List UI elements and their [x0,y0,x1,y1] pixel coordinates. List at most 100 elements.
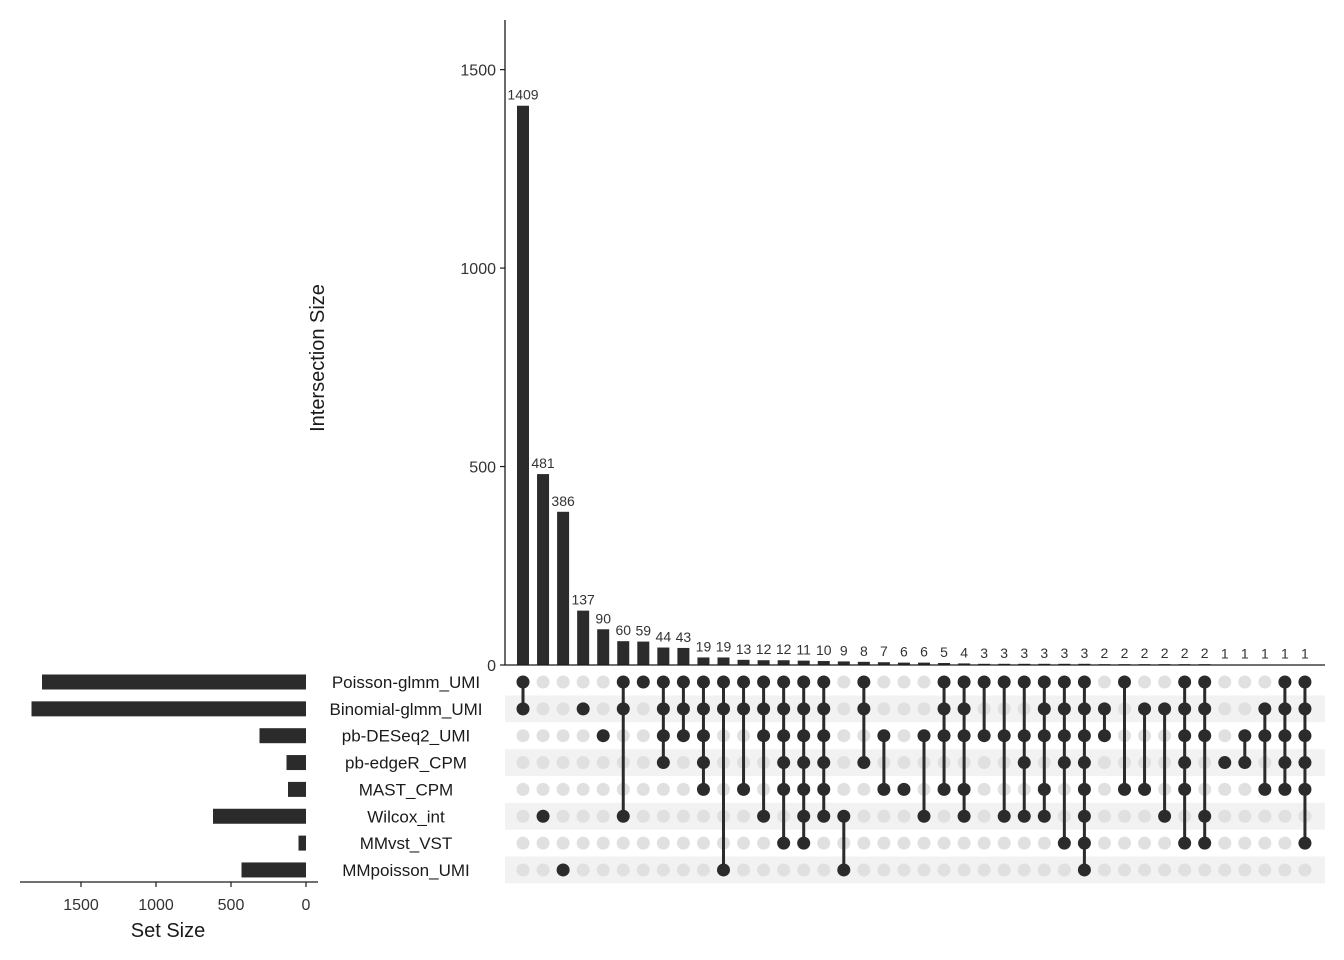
matrix-dot-inactive [656,809,670,823]
matrix-dot-active [817,809,831,823]
matrix-dot-active [656,702,670,716]
matrix-dot-active [1198,729,1212,743]
matrix-dot-active [1278,782,1292,796]
matrix-dot-active [1198,675,1212,689]
matrix-dot-active [1138,782,1152,796]
matrix-dot-active [817,675,831,689]
matrix-dot-inactive [1278,863,1292,877]
intersection-bar-label: 59 [636,623,652,639]
matrix-dot-inactive [1198,863,1212,877]
matrix-dot-inactive [616,836,630,850]
set-axis-tick-label: 1000 [138,897,174,914]
intersection-bar [757,660,770,665]
set-size-bar [298,835,306,851]
matrix-dot-inactive [516,863,530,877]
intersection-bar-label: 386 [551,493,575,509]
matrix-dot-inactive [977,756,991,770]
matrix-dot-inactive [1138,863,1152,877]
matrix-dot-inactive [1118,809,1131,823]
matrix-dot-inactive [556,836,570,850]
matrix-dot-inactive [877,702,891,716]
matrix-dot-inactive [957,863,971,877]
intersection-bar [857,661,870,665]
matrix-dot-active [656,729,670,743]
matrix-dot-active [917,809,931,823]
matrix-dot-inactive [857,836,871,850]
matrix-dot-inactive [536,756,550,770]
matrix-dot-inactive [636,782,650,796]
matrix-dot-inactive [636,809,650,823]
intersection-bar [777,660,790,665]
matrix-dot-active [1037,809,1051,823]
intersection-bar-label: 1 [1221,646,1229,662]
matrix-dot-inactive [556,756,570,770]
intersection-bar-label: 1 [1261,646,1269,662]
set-name-label: MMpoisson_UMI [342,861,470,880]
matrix-dot-inactive [556,809,570,823]
matrix-dot-active [696,782,710,796]
matrix-dot-active [536,809,550,823]
matrix-dot-active [676,729,690,743]
matrix-dot-inactive [516,756,530,770]
intersection-bar [918,662,930,665]
matrix-dot-active [1077,782,1091,796]
intersection-bar-label: 90 [595,610,611,626]
matrix-dot-active [997,809,1011,823]
y-tick-label: 500 [469,460,496,477]
intersection-bar [657,647,670,665]
matrix-dot-inactive [877,836,891,850]
matrix-dot-active [516,675,530,689]
matrix-dot-inactive [1097,836,1111,850]
matrix-dot-active [737,782,751,796]
intersection-bar-label: 19 [696,638,712,654]
matrix-dot-active [937,782,951,796]
set-axis-tick-label: 0 [302,897,311,914]
matrix-dot-inactive [917,675,931,689]
matrix-dot-active [576,702,590,716]
set-name-label: MMvst_VST [360,834,453,853]
intersection-bar [677,647,690,665]
matrix-dot-active [1198,702,1212,716]
matrix-dot-active [1178,836,1192,850]
intersection-bar-label: 1409 [507,87,538,103]
matrix-dot-active [676,675,690,689]
intersection-bar [837,661,850,665]
set-name-label: Binomial-glmm_UMI [329,700,482,719]
matrix-dot-inactive [797,863,811,877]
matrix-dot-active [797,809,811,823]
matrix-dot-inactive [676,863,690,877]
intersection-bar-label: 3 [1040,645,1048,661]
matrix-dot-active [1077,702,1091,716]
intersection-bar-label: 2 [1201,645,1209,661]
matrix-dot-inactive [676,756,690,770]
intersection-bar [537,474,550,665]
matrix-dot-active [1017,675,1031,689]
intersection-bar-label: 44 [656,629,672,645]
matrix-dot-inactive [696,809,710,823]
matrix-dot-active [997,675,1011,689]
matrix-dot-inactive [837,702,851,716]
matrix-dot-inactive [1138,836,1152,850]
matrix-dot-inactive [997,836,1011,850]
matrix-dot-active [1298,782,1312,796]
matrix-dot-active [737,675,751,689]
matrix-dot-active [1118,675,1131,689]
matrix-dot-inactive [1218,729,1232,743]
matrix-dot-active [757,809,771,823]
matrix-dot-inactive [937,809,951,823]
matrix-dot-inactive [1097,756,1111,770]
matrix-dot-active [1198,809,1212,823]
matrix-dot-inactive [1017,863,1031,877]
set-size-bar [286,755,306,771]
matrix-dot-active [1077,729,1091,743]
intersection-bar [958,663,971,665]
intersection-bar-label: 60 [615,622,631,638]
matrix-dot-inactive [636,836,650,850]
intersection-matrix [516,675,1312,877]
matrix-dot-active [897,782,911,796]
matrix-dot-active [797,782,811,796]
matrix-dot-inactive [977,809,991,823]
matrix-dot-inactive [1118,863,1131,877]
intersection-bar [617,641,630,665]
matrix-dot-inactive [1097,863,1111,877]
